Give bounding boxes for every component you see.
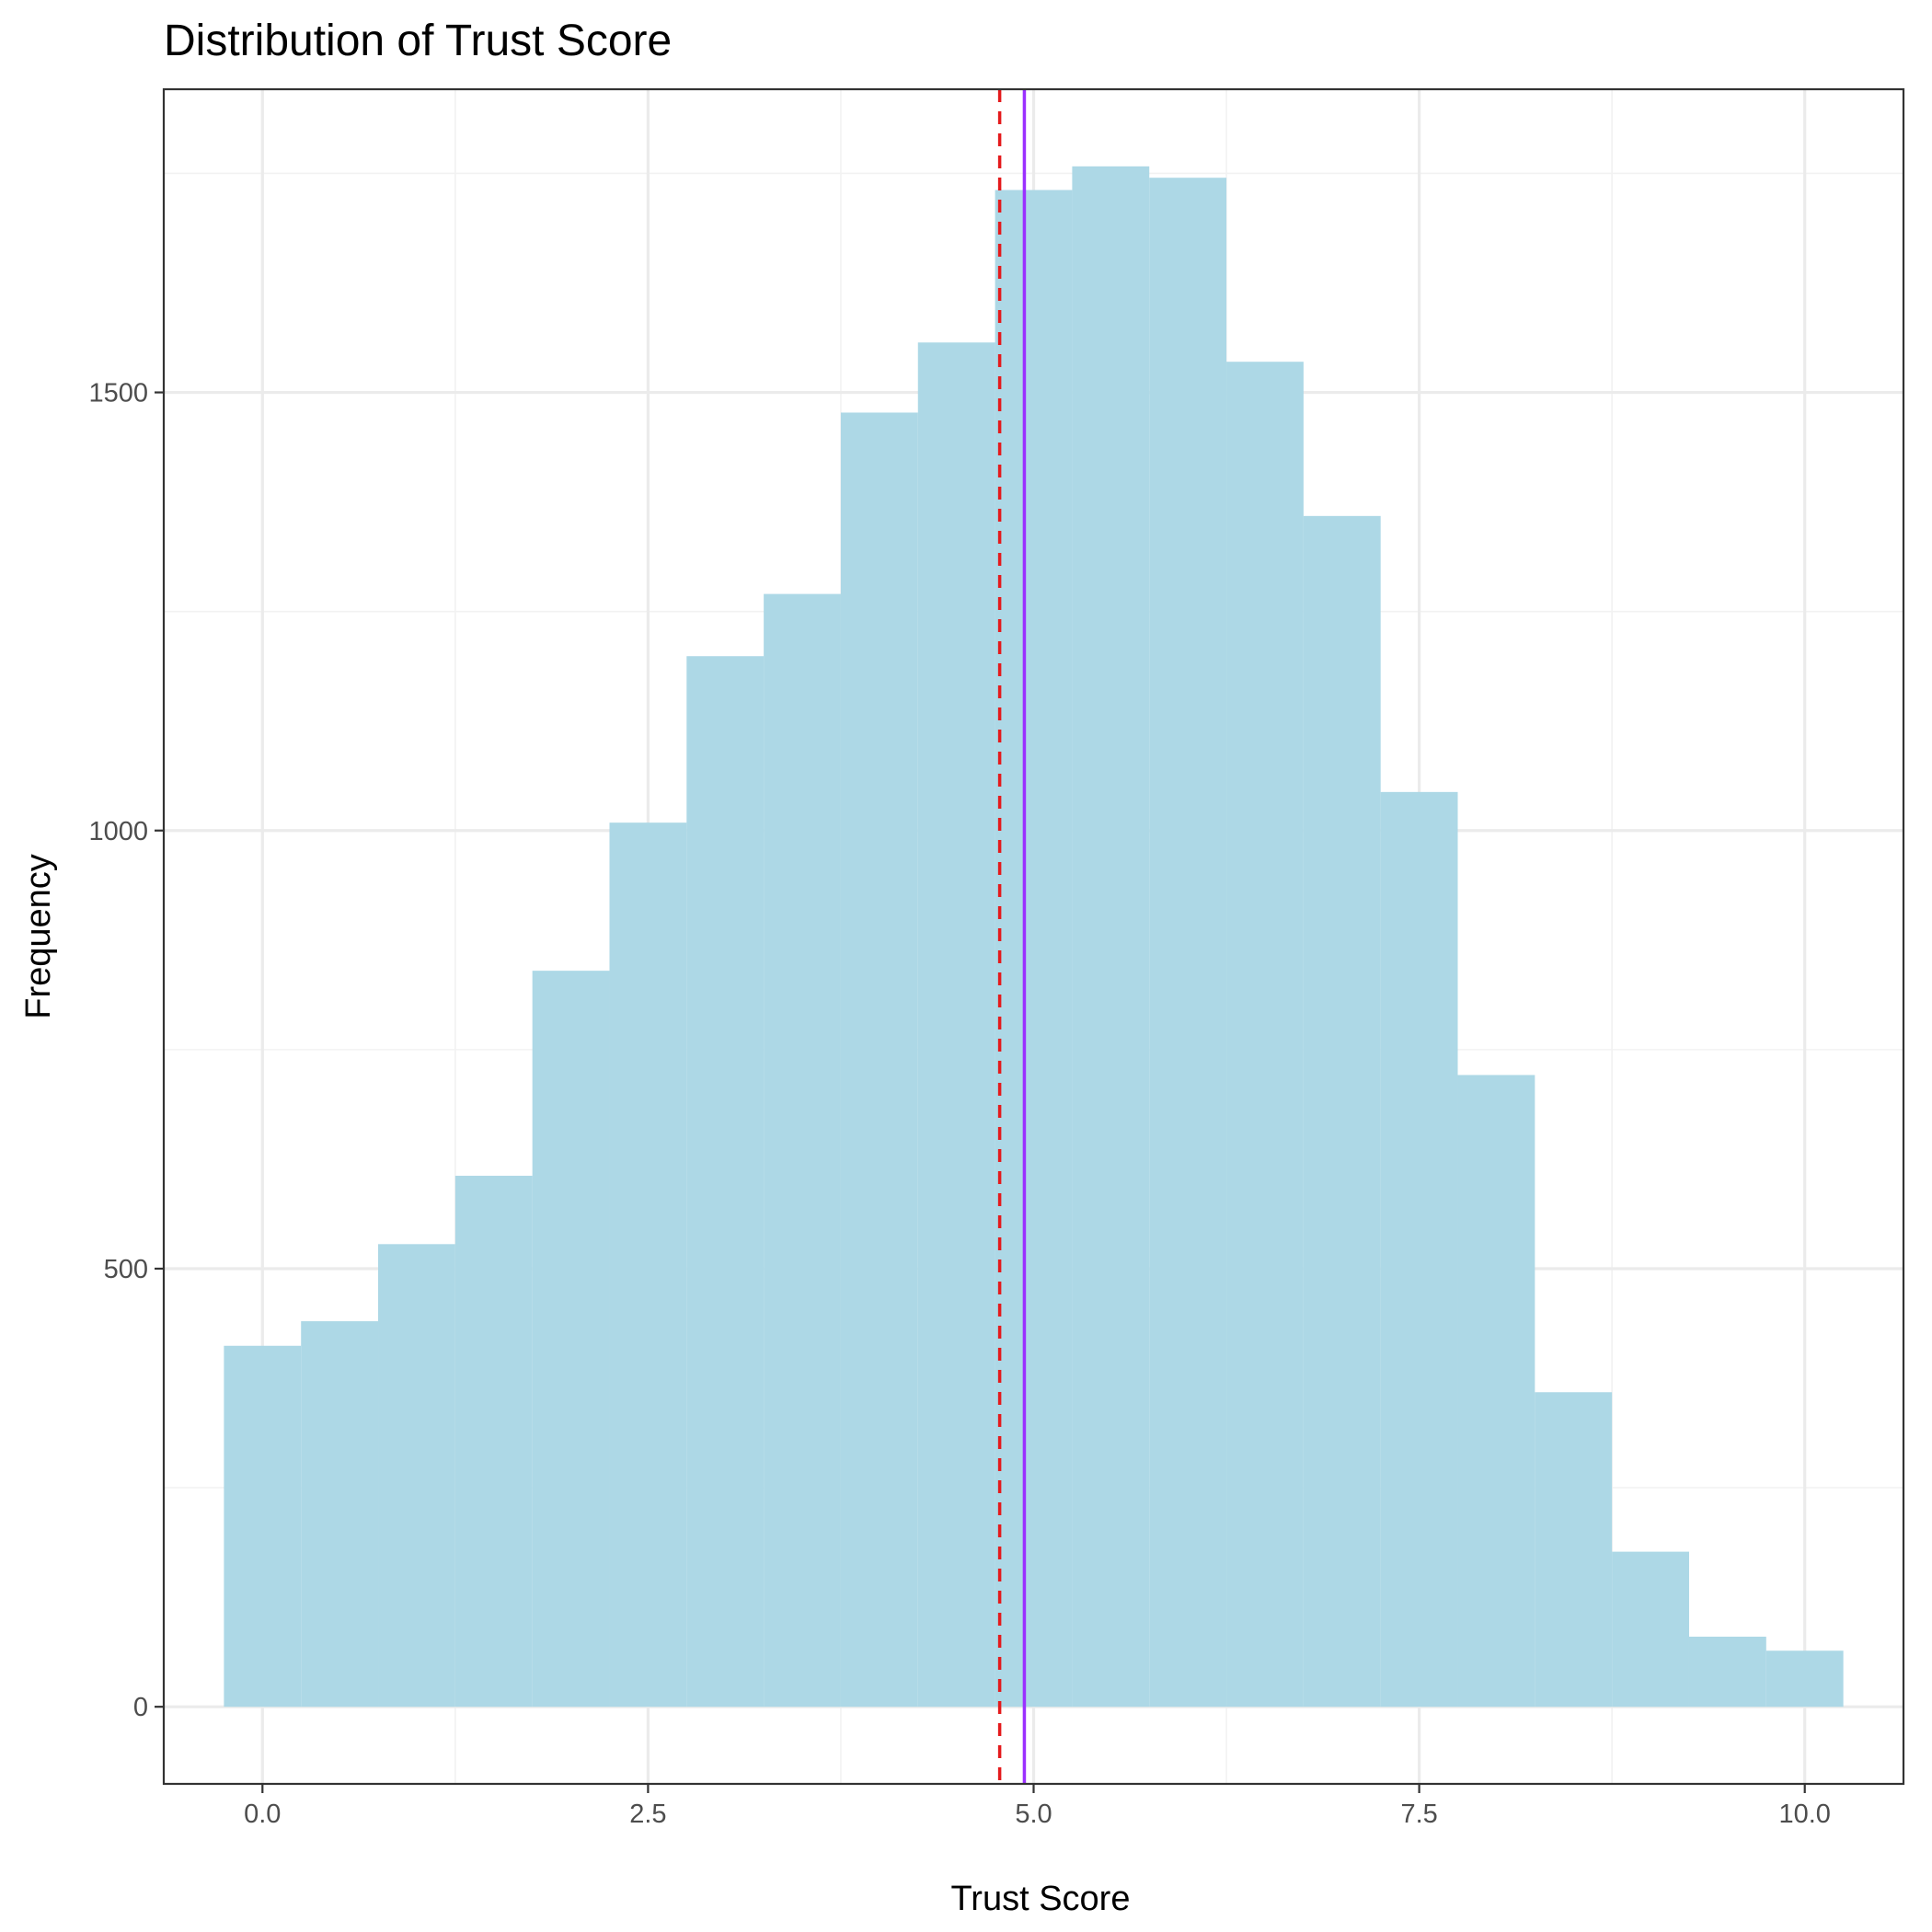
histogram-bar-12	[1072, 166, 1150, 1708]
x-tick-label: 10.0	[1778, 1800, 1830, 1829]
histogram-bar-2	[301, 1321, 379, 1708]
histogram-bar-21	[1765, 1650, 1844, 1708]
histogram-bar-8	[764, 593, 841, 1708]
histogram-bar-5	[532, 971, 610, 1708]
reference-lines	[997, 89, 1027, 1784]
histogram-bar-6	[609, 822, 687, 1708]
histogram-bar-1	[224, 1345, 302, 1708]
histogram-bar-10	[917, 342, 995, 1708]
histogram-bar-15	[1303, 515, 1381, 1708]
histogram-bar-18	[1535, 1392, 1613, 1708]
histogram-bar-13	[1149, 178, 1227, 1708]
y-tick-label: 1000	[88, 817, 148, 846]
histogram-bar-19	[1612, 1551, 1689, 1708]
histogram-bar-4	[454, 1176, 533, 1708]
histogram-bar-11	[995, 190, 1073, 1708]
histogram-bar-3	[378, 1244, 455, 1708]
x-tick-label: 7.5	[1400, 1800, 1437, 1829]
histogram-bar-9	[840, 412, 918, 1708]
histogram-bar-7	[686, 656, 765, 1708]
chart-title: Distribution of Trust Score	[164, 17, 672, 65]
y-axis: 0 500 1000 1500	[88, 379, 164, 1722]
x-tick-label: 0.0	[244, 1800, 281, 1829]
histogram-bar-16	[1380, 791, 1458, 1708]
y-tick-label: 1500	[88, 379, 148, 408]
x-tick-label: 5.0	[1015, 1800, 1052, 1829]
y-axis-title: Frequency	[19, 854, 58, 1019]
histogram-bar-17	[1457, 1075, 1535, 1708]
y-tick-label: 0	[133, 1693, 148, 1722]
histogram-bar-20	[1688, 1636, 1766, 1708]
x-axis-title: Trust Score	[951, 1880, 1131, 1918]
x-tick-label: 2.5	[629, 1800, 666, 1829]
x-axis: 0.0 2.5 5.0 7.5 10.0	[244, 1784, 1831, 1829]
histogram-bar-14	[1226, 362, 1304, 1708]
histogram-bars	[224, 166, 1844, 1708]
y-tick-label: 500	[104, 1255, 148, 1284]
